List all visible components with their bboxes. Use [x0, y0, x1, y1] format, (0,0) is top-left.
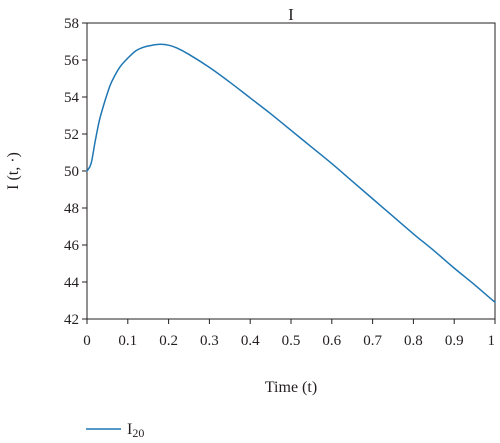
chart-title: I — [288, 5, 294, 24]
y-tick-label: 52 — [64, 127, 79, 143]
y-axis: 42 44 46 48 50 52 54 56 58 — [64, 16, 87, 328]
x-tick-label: 0.7 — [363, 333, 382, 349]
plot-frame — [86, 22, 496, 320]
y-tick-label: 58 — [64, 16, 79, 32]
x-tick-label: 0.9 — [445, 333, 464, 349]
y-tick-label: 46 — [64, 238, 80, 254]
x-axis-label: Time (t) — [265, 379, 317, 396]
y-tick-label: 44 — [64, 275, 80, 291]
y-tick-label: 54 — [64, 90, 80, 106]
x-tick-label: 0.8 — [404, 333, 423, 349]
y-tick-label: 56 — [64, 53, 80, 69]
x-tick-label: 1 — [488, 333, 496, 349]
x-tick-label: 0 — [83, 333, 91, 349]
x-tick-label: 0.5 — [282, 333, 301, 349]
y-tick-label: 42 — [64, 312, 79, 328]
series-line-I20 — [86, 43, 496, 304]
x-tick-label: 0.6 — [322, 333, 341, 349]
x-tick-label: 0.2 — [159, 333, 178, 349]
x-axis: 0 0.1 0.2 0.3 0.4 0.5 0.6 0.7 0.8 0.9 1 — [83, 319, 496, 349]
legend-label-main: I — [127, 421, 132, 438]
x-tick-label: 0.3 — [200, 333, 219, 349]
x-tick-label: 0.1 — [118, 333, 137, 349]
y-tick-label: 48 — [64, 201, 79, 217]
legend-label: I20 — [127, 421, 144, 440]
legend-label-subscript: 20 — [132, 426, 144, 440]
y-tick-label: 50 — [64, 164, 79, 180]
y-axis-label: I (t, ·) — [5, 152, 22, 190]
x-tick-label: 0.4 — [241, 333, 260, 349]
